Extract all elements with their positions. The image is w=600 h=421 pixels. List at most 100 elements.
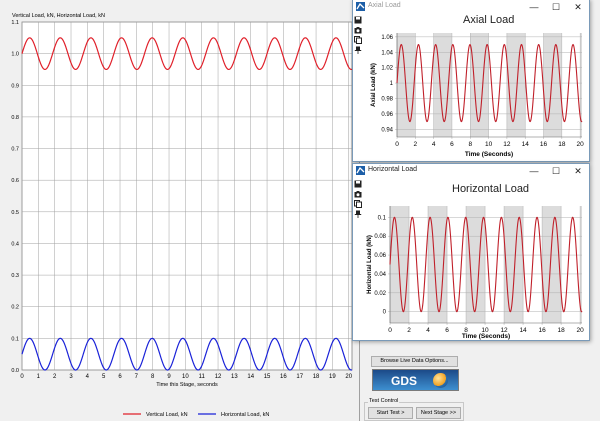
y-tick-label: 0.8: [11, 115, 19, 121]
axial-toolstrip: [353, 14, 363, 161]
x-tick-label: 16: [280, 374, 287, 380]
y-tick-label: 0.04: [374, 272, 386, 278]
x-tick-label: 17: [296, 374, 303, 380]
horizontal-window-titlebar[interactable]: Horizontal Load — ☐ ✕: [353, 164, 589, 178]
gds-logo: GDS: [372, 369, 459, 391]
y-tick-label: 0.08: [374, 234, 386, 240]
axial-window-titlebar[interactable]: Axial Load — ☐ ✕: [353, 0, 589, 14]
camera-icon[interactable]: [354, 26, 362, 34]
axial-chart-title: Axial Load: [463, 14, 515, 26]
y-tick-label: 0.6: [11, 178, 19, 184]
x-tick-label: 20: [577, 141, 585, 148]
camera-icon[interactable]: [354, 190, 362, 198]
x-tick-label: 16: [538, 327, 546, 334]
y-tick-label: 0.1: [378, 215, 387, 221]
pin-icon[interactable]: [354, 210, 362, 218]
start-test-button[interactable]: Start Test >: [368, 407, 413, 419]
plot-band: [390, 206, 410, 323]
y-tick-label: 0.1: [11, 336, 19, 342]
x-tick-label: 20: [576, 327, 584, 334]
y-tick-label: 0.0: [11, 368, 19, 374]
close-icon[interactable]: ✕: [574, 166, 582, 176]
x-tick-label: 8: [468, 141, 472, 148]
axial-window-title: Axial Load: [368, 2, 401, 9]
x-tick-label: 6: [445, 327, 449, 334]
plot-band: [580, 33, 582, 137]
x-tick-label: 7: [135, 374, 139, 380]
globe-icon: [433, 373, 448, 388]
x-tick-label: 0: [20, 374, 24, 380]
x-axis-label: Time (Seconds): [465, 151, 513, 158]
x-tick-label: 10: [481, 327, 489, 334]
copy-icon[interactable]: [354, 200, 362, 208]
y-tick-label: 0.4: [11, 241, 19, 247]
gds-logo-text: GDS: [391, 374, 418, 388]
y-tick-label: 1.04: [381, 50, 393, 56]
minimize-icon[interactable]: —: [529, 2, 539, 12]
x-tick-label: 18: [558, 141, 566, 148]
x-tick-label: 18: [557, 327, 565, 334]
legend-label: Horizontal Load, kN: [221, 412, 269, 418]
plot-band: [580, 206, 582, 323]
copy-icon[interactable]: [354, 36, 362, 44]
x-tick-label: 15: [264, 374, 271, 380]
pin-icon[interactable]: [354, 46, 362, 54]
y-tick-label: 0.06: [374, 253, 386, 259]
x-tick-label: 10: [182, 374, 189, 380]
x-tick-label: 2: [414, 141, 418, 148]
y-axis-label: Horizontal Load (kN): [367, 235, 373, 294]
x-tick-label: 12: [500, 327, 508, 334]
horizontal-toolstrip: [353, 178, 363, 340]
main-chart-panel: Vertical Load, kN, Horizontal Load, kN 0…: [11, 0, 360, 421]
x-tick-label: 14: [519, 327, 527, 334]
x-tick-label: 8: [464, 327, 468, 334]
main-chart-title: Vertical Load, kN, Horizontal Load, kN: [12, 13, 105, 19]
y-tick-label: 0: [383, 310, 387, 316]
axial-load-window[interactable]: Axial Load — ☐ ✕ Axial Load 0 2 4 6 8 10 12 14 1…: [352, 0, 590, 162]
x-tick-label: 6: [450, 141, 454, 148]
app-icon: [356, 2, 365, 11]
plot-band: [543, 33, 562, 137]
x-axis-label: Time this Stage, seconds: [156, 382, 218, 388]
save-icon[interactable]: [354, 16, 362, 24]
x-tick-label: 2: [53, 374, 57, 380]
horizontal-chart-title: Horizontal Load: [452, 183, 530, 195]
x-tick-label: 4: [426, 327, 430, 334]
plot-band: [506, 33, 526, 137]
close-icon[interactable]: ✕: [574, 2, 582, 12]
x-tick-label: 20: [345, 374, 352, 380]
y-tick-label: 1.06: [381, 35, 393, 41]
plot-band: [470, 33, 489, 137]
x-tick-label: 6: [118, 374, 122, 380]
x-tick-label: 4: [432, 141, 436, 148]
y-tick-label: 0.94: [381, 127, 393, 133]
x-tick-label: 13: [231, 374, 238, 380]
y-tick-label: 0.7: [11, 147, 19, 153]
y-tick-label: 0.5: [11, 210, 19, 216]
maximize-icon[interactable]: ☐: [551, 2, 561, 12]
x-tick-label: 18: [313, 374, 320, 380]
x-tick-label: 9: [167, 374, 171, 380]
y-tick-label: 0.9: [11, 83, 19, 89]
x-tick-label: 14: [522, 141, 530, 148]
vertical-load-line: [21, 37, 353, 71]
axial-chart: 0 2 4 6 8 10 12 14 16 18 20 0.94 0.96 0.98 1 1.02 1.04 1.…: [371, 33, 585, 158]
y-tick-label: 0.96: [381, 112, 393, 118]
app-icon: [356, 166, 365, 175]
x-tick-label: 0: [395, 141, 399, 148]
x-tick-label: 5: [102, 374, 106, 380]
next-stage-button[interactable]: Next Stage >>: [416, 407, 461, 419]
save-icon[interactable]: [354, 180, 362, 188]
y-tick-label: 0.98: [381, 96, 393, 102]
load-line: [389, 216, 583, 313]
browse-live-data-button[interactable]: Browse Live Data Options...: [371, 356, 458, 367]
x-tick-label: 4: [86, 374, 90, 380]
x-tick-label: 19: [329, 374, 336, 380]
minimize-icon[interactable]: —: [529, 166, 539, 176]
horizontal-load-window[interactable]: Horizontal Load — ☐ ✕ Horizontal Load 0 2…: [352, 163, 590, 341]
x-axis-label: Time (Seconds): [462, 333, 510, 340]
maximize-icon[interactable]: ☐: [551, 166, 561, 176]
y-tick-label: 0.02: [374, 291, 386, 297]
x-tick-label: 12: [503, 141, 511, 148]
x-tick-label: 10: [485, 141, 493, 148]
